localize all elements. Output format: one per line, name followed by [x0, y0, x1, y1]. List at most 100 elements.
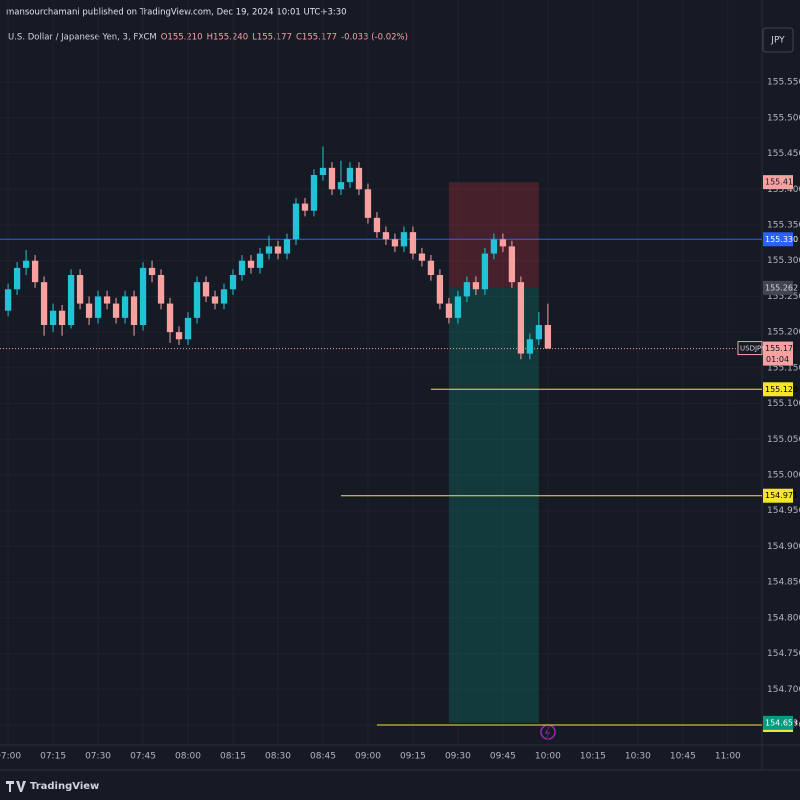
target-price-label: 154.653: [765, 718, 798, 727]
candle-body: [76, 275, 84, 304]
candle-body: [391, 239, 399, 247]
symbol-tag-bg: [737, 341, 763, 356]
candle-body: [13, 267, 21, 290]
plot-area: [0, 146, 762, 726]
candle-body: [490, 239, 498, 254]
ohlc-value: L155.177: [252, 33, 292, 43]
candle-body: [193, 282, 201, 318]
entry-price-label: 155.262: [765, 283, 798, 292]
target-zone: [448, 287, 539, 723]
candle-body: [220, 289, 228, 304]
line-price-label-bg: [763, 232, 793, 247]
y-tick-label: 155.050: [767, 435, 800, 445]
candle-body: [373, 217, 381, 233]
x-tick-label: 10:15: [580, 752, 606, 762]
y-tick-label: 154.950: [767, 506, 800, 516]
symbol-tag: USDJPY: [740, 345, 766, 353]
last-price-bg: [763, 341, 793, 366]
candle-body: [148, 267, 156, 275]
candle-body: [319, 167, 327, 175]
candle-body: [139, 267, 147, 325]
entry-price-label-bg: [763, 280, 793, 295]
candle-body: [337, 182, 345, 190]
candle-body: [112, 303, 120, 318]
candle-body: [418, 253, 426, 261]
ohlc-value: C155.177: [296, 33, 337, 43]
candle-body: [274, 246, 282, 254]
candle-body: [346, 167, 354, 183]
line-price-label: 155.330: [765, 235, 798, 244]
candle-body: [247, 260, 255, 268]
publish-note: mansourchamani published on TradingView.…: [6, 8, 347, 18]
candle-body: [202, 282, 210, 297]
line-price-label: 155.120: [765, 385, 798, 394]
candle-body: [4, 289, 12, 311]
x-tick-label: 09:30: [445, 752, 471, 762]
y-tick-label: 155.500: [767, 113, 800, 123]
candle-body: [454, 296, 462, 318]
candle-body: [301, 203, 309, 211]
candle-body: [184, 317, 192, 340]
x-tick-label: 10:00: [535, 752, 561, 762]
x-tick-label: 09:15: [400, 752, 426, 762]
y-tick-label: 154.800: [767, 613, 800, 623]
candle-body: [157, 275, 165, 304]
x-tick-label: 08:30: [265, 752, 291, 762]
candle-body: [472, 282, 480, 290]
candle-body: [31, 260, 39, 283]
candle-body: [436, 275, 444, 304]
x-tick-label: 07:45: [130, 752, 156, 762]
brand-name: TradingView: [30, 781, 99, 792]
brand-logo: [6, 781, 26, 792]
candle-body: [292, 203, 300, 240]
x-tick-label: 07:15: [40, 752, 66, 762]
candle-body: [256, 253, 264, 268]
line-price-label-bg: [763, 382, 793, 397]
y-tick-label: 154.750: [767, 649, 800, 659]
y-tick-label: 155.450: [767, 149, 800, 159]
candle-body: [409, 232, 417, 254]
candle-body: [427, 260, 435, 275]
candle-body: [40, 282, 48, 325]
x-tick-label: 07:00: [0, 752, 21, 762]
candle-body: [310, 175, 318, 211]
candle-body: [265, 246, 273, 254]
y-tick-label: 155.150: [767, 363, 800, 373]
y-tick-label: 155.250: [767, 292, 800, 302]
x-tick-label: 10:30: [625, 752, 651, 762]
candle-body: [85, 303, 93, 318]
x-tick-label: 09:45: [490, 752, 516, 762]
countdown: 01:04: [766, 355, 789, 364]
y-tick-label: 155.550: [767, 78, 800, 88]
candle-body: [283, 239, 291, 254]
y-tick-label: 154.850: [767, 578, 800, 588]
candle-body: [517, 282, 525, 354]
line-price-label-bg: [763, 488, 793, 503]
legend: U.S. Dollar / Japanese Yen, 3, FXCM O155…: [8, 33, 408, 43]
candle-body: [67, 275, 75, 325]
candle-body: [49, 310, 57, 325]
candle-body: [211, 296, 219, 304]
y-tick-label: 154.700: [767, 685, 800, 695]
candle-body: [508, 246, 516, 283]
x-tick-label: 10:45: [670, 752, 696, 762]
candle-body: [400, 232, 408, 247]
candle-body: [364, 189, 372, 218]
candle-body: [22, 260, 30, 268]
currency-label[interactable]: JPY: [770, 36, 785, 46]
y-tick-label: 155.100: [767, 399, 800, 409]
candle-body: [499, 239, 507, 247]
line-price-label: 154.971: [765, 491, 798, 500]
candle-body: [544, 325, 552, 349]
candle-body: [535, 325, 543, 340]
candle-body: [166, 303, 174, 333]
candle-body: [121, 296, 129, 318]
stop-price-label: 155.410: [765, 178, 798, 187]
currency-button[interactable]: [762, 27, 794, 53]
candle-body: [355, 167, 363, 190]
ohlc-value: -0.033 (-0.02%): [341, 33, 408, 43]
y-tick-label: 155.000: [767, 471, 800, 481]
candle-body: [58, 310, 66, 325]
candle-body: [526, 339, 534, 354]
